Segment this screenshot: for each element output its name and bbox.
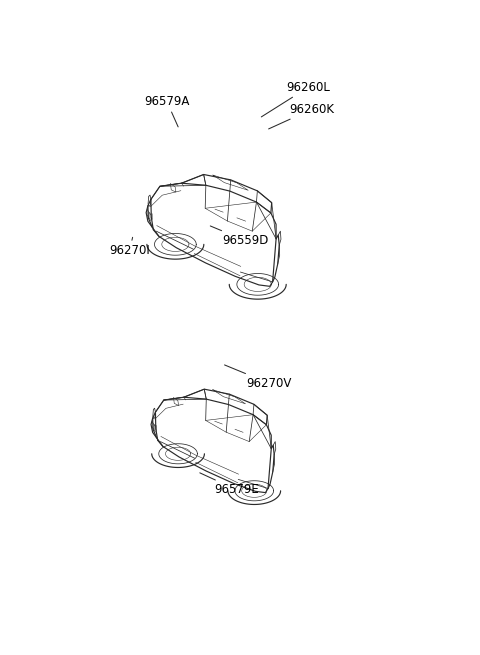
- Text: 96260L: 96260L: [261, 81, 330, 117]
- Text: 96559D: 96559D: [210, 226, 268, 247]
- Text: 96260K: 96260K: [269, 103, 335, 129]
- Text: 96270V: 96270V: [225, 365, 292, 390]
- Text: 96579E: 96579E: [200, 473, 259, 496]
- Text: 96270I: 96270I: [109, 237, 150, 257]
- Text: 96579A: 96579A: [144, 95, 190, 127]
